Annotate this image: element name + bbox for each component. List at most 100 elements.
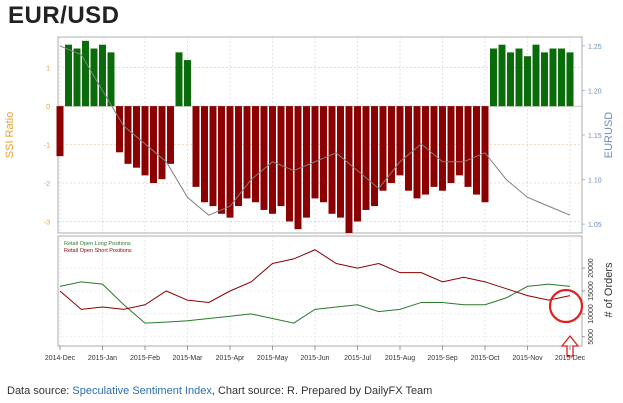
ssi-bar	[82, 40, 89, 107]
ssi-bar	[226, 106, 234, 218]
eurusd-price-line	[59, 45, 571, 216]
ssi-bar	[201, 106, 208, 203]
ssi-bar	[456, 106, 463, 176]
ssi-bar	[354, 106, 361, 222]
ssi-bar	[235, 106, 242, 207]
orders-gridlines	[58, 236, 582, 346]
ssi-bar	[371, 106, 378, 207]
ssi-bar	[515, 48, 523, 107]
ssi-bar	[243, 106, 251, 199]
up-arrow-icon	[560, 334, 580, 357]
ssi-tick-label: 1	[46, 66, 50, 73]
ssi-bar	[405, 106, 412, 191]
ssi-bar	[311, 106, 319, 199]
x-tick-label: 2015-Jul	[344, 355, 371, 362]
orders-axis-label: # of Orders	[603, 262, 615, 318]
footer-prefix: Data source:	[7, 385, 73, 397]
ssi-bar	[422, 106, 429, 195]
ssi-bar	[379, 106, 387, 191]
ssi-axis-label: SSI Ratio	[4, 112, 16, 158]
short-positions-line	[59, 249, 571, 310]
eurusd-tick-label: 1.10	[588, 178, 602, 185]
ssi-bar	[549, 48, 557, 107]
ssi-bar	[337, 106, 344, 218]
ssi-tick-label: 0	[46, 104, 50, 111]
ssi-bar	[362, 106, 370, 210]
ssi-bar	[99, 44, 106, 107]
ssi-bar	[345, 106, 353, 233]
ssi-bar	[413, 106, 421, 199]
ssi-bar	[558, 48, 565, 107]
eurusd-tick-label: 1.15	[588, 133, 602, 140]
orders-y-ticks: 5000 10000 15000 20000	[582, 258, 595, 345]
ssi-bar	[209, 106, 217, 207]
x-axis-ticks: 2014-Dec 2015-Jan 2015-Feb 2015-Mar 2015-Apr…	[45, 346, 586, 362]
ssi-bar	[490, 48, 497, 107]
x-tick-label: 2015-Jun	[300, 355, 329, 362]
ssi-bar	[447, 106, 455, 184]
orders-legend: Retail Open Long Positions Retail Open S…	[64, 241, 132, 254]
chart-title: EUR/USD	[8, 2, 120, 29]
x-tick-label: 2015-Feb	[130, 355, 160, 362]
data-source-footer: Data source: Speculative Sentiment Index…	[7, 385, 432, 397]
x-tick-label: 2015-Mar	[173, 355, 204, 362]
x-tick-label: 2014-Dec	[45, 355, 76, 362]
ssi-bar	[252, 106, 259, 203]
ssi-bars	[56, 40, 574, 233]
eurusd-tick-label: 1.25	[588, 44, 602, 51]
ssi-tick-label: -3	[44, 219, 50, 226]
ssi-bar	[73, 48, 81, 107]
ssi-bar	[107, 52, 115, 107]
ssi-bar	[524, 56, 531, 107]
ssi-bar	[141, 106, 149, 176]
ssi-bar	[481, 106, 489, 203]
ssi-bar	[320, 106, 327, 203]
ssi-tick-label: -2	[44, 181, 50, 188]
ssi-bar	[184, 60, 191, 107]
ssi-panel: -3 -2 -1 0 1 1.05 1.10 1.15 1.20 1.25	[44, 36, 602, 234]
x-tick-label: 2015-Dec	[555, 355, 586, 362]
orders-tick-label: 15000	[588, 281, 595, 301]
ssi-bar	[158, 106, 166, 180]
ssi-bar	[56, 106, 64, 157]
highlight-circle	[548, 288, 584, 324]
ssi-bar	[498, 44, 506, 107]
ssi-link[interactable]: Speculative Sentiment Index	[72, 385, 212, 397]
ssi-bar	[269, 106, 276, 214]
ssi-bar	[65, 44, 72, 107]
ssi-bar	[286, 106, 293, 222]
ssi-bar	[260, 106, 268, 210]
ssi-bar	[90, 48, 98, 107]
eurusd-y-ticks: 1.05 1.10 1.15 1.20 1.25	[582, 44, 602, 229]
ssi-bar	[175, 52, 183, 107]
orders-panel: 5000 10000 15000 20000 Retail Open Long Pos…	[57, 235, 595, 357]
ssi-bar	[439, 106, 446, 191]
legend-short: Retail Open Short Positions	[64, 248, 132, 254]
x-tick-label: 2015-Nov	[512, 355, 543, 362]
legend-long: Retail Open Long Positions	[64, 241, 131, 247]
eurusd-tick-label: 1.05	[588, 222, 602, 229]
x-tick-label: 2015-Jan	[88, 355, 117, 362]
orders-tick-label: 5000	[588, 329, 595, 345]
ssi-bar	[388, 106, 395, 184]
ssi-tick-label: -1	[44, 143, 50, 150]
x-tick-label: 2015-Oct	[471, 355, 500, 362]
highlight-annotation	[548, 288, 584, 357]
orders-tick-label: 20000	[588, 258, 595, 278]
ssi-bar	[430, 106, 438, 187]
ssi-bar	[541, 52, 548, 107]
ssi-bar	[396, 106, 404, 176]
ssi-bar	[566, 52, 574, 107]
eurusd-axis-label: EURUSD	[603, 112, 615, 159]
x-tick-label: 2015-Aug	[385, 355, 415, 362]
ssi-bar	[150, 106, 157, 184]
ssi-bar	[532, 44, 540, 107]
long-positions-line	[59, 281, 571, 324]
ssi-y-ticks: -3 -2 -1 0 1	[44, 66, 50, 227]
eurusd-tick-label: 1.20	[588, 88, 602, 95]
footer-suffix: , Chart source: R. Prepared by DailyFX T…	[211, 385, 433, 397]
ssi-bar	[464, 106, 472, 187]
ssi-bar	[303, 106, 310, 218]
x-tick-label: 2015-Sep	[427, 355, 457, 362]
